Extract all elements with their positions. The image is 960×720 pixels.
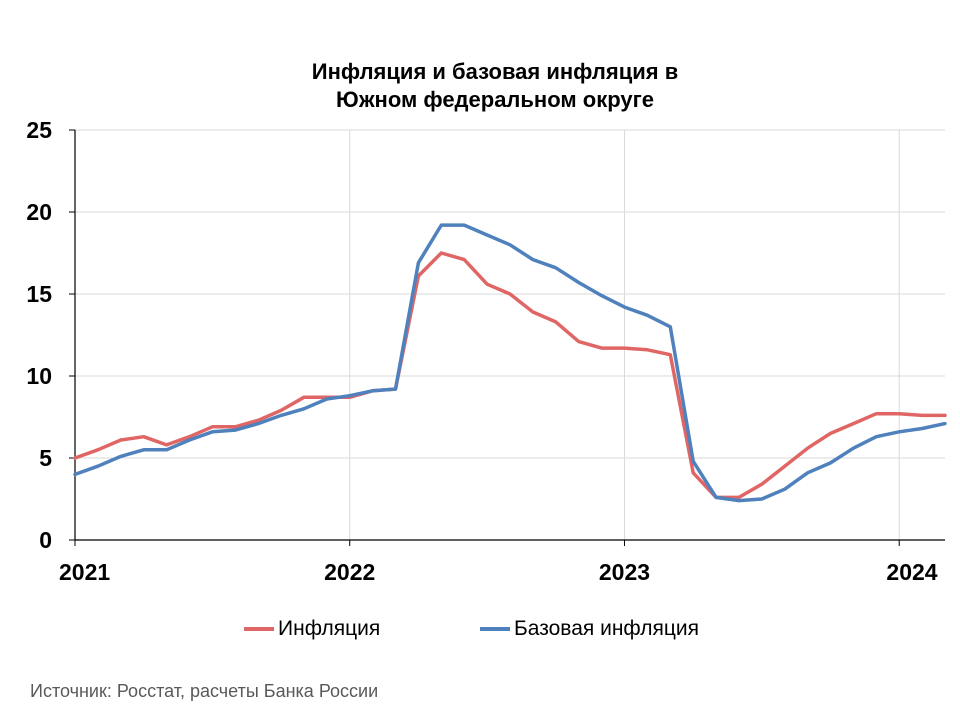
chart-title: Инфляция и базовая инфляция в Южном феде…	[0, 58, 960, 114]
legend-swatch-inflation	[244, 627, 274, 631]
y-tick-label: 0	[39, 527, 52, 553]
chart-title-line-2: Южном федеральном округе	[335, 87, 654, 112]
x-tick-label: 2022	[324, 559, 375, 585]
axes	[69, 129, 945, 546]
x-tick-label: 2021	[59, 559, 110, 585]
y-tick-label: 10	[26, 363, 52, 389]
gridlines	[75, 129, 945, 540]
legend-item-inflation: Инфляция	[244, 617, 380, 641]
y-tick-label: 5	[39, 445, 52, 471]
series-line-core-inflation	[73, 223, 947, 503]
legend: Инфляция Базовая инфляция	[0, 617, 960, 641]
y-tick-label: 20	[26, 199, 52, 225]
legend-label-core-inflation: Базовая инфляция	[514, 617, 700, 640]
x-axis-ticks: 2021 2022 2023 2024	[59, 559, 938, 585]
source-note: Источник: Росстат, расчеты Банка России	[30, 681, 379, 701]
series-lines	[73, 223, 947, 503]
y-axis-ticks: 0 5 10 15 20 25	[26, 117, 52, 553]
x-tick-label: 2023	[599, 559, 650, 585]
chart-title-line-1: Инфляция и базовая инфляция в	[311, 59, 679, 84]
series-line-inflation	[73, 251, 947, 500]
y-tick-label: 25	[26, 117, 52, 143]
x-tick-label: 2024	[886, 559, 937, 585]
legend-label-inflation: Инфляция	[278, 617, 381, 640]
legend-item-core-inflation: Базовая инфляция	[480, 617, 699, 641]
legend-swatch-core-inflation	[480, 627, 510, 631]
y-tick-label: 15	[26, 281, 52, 307]
